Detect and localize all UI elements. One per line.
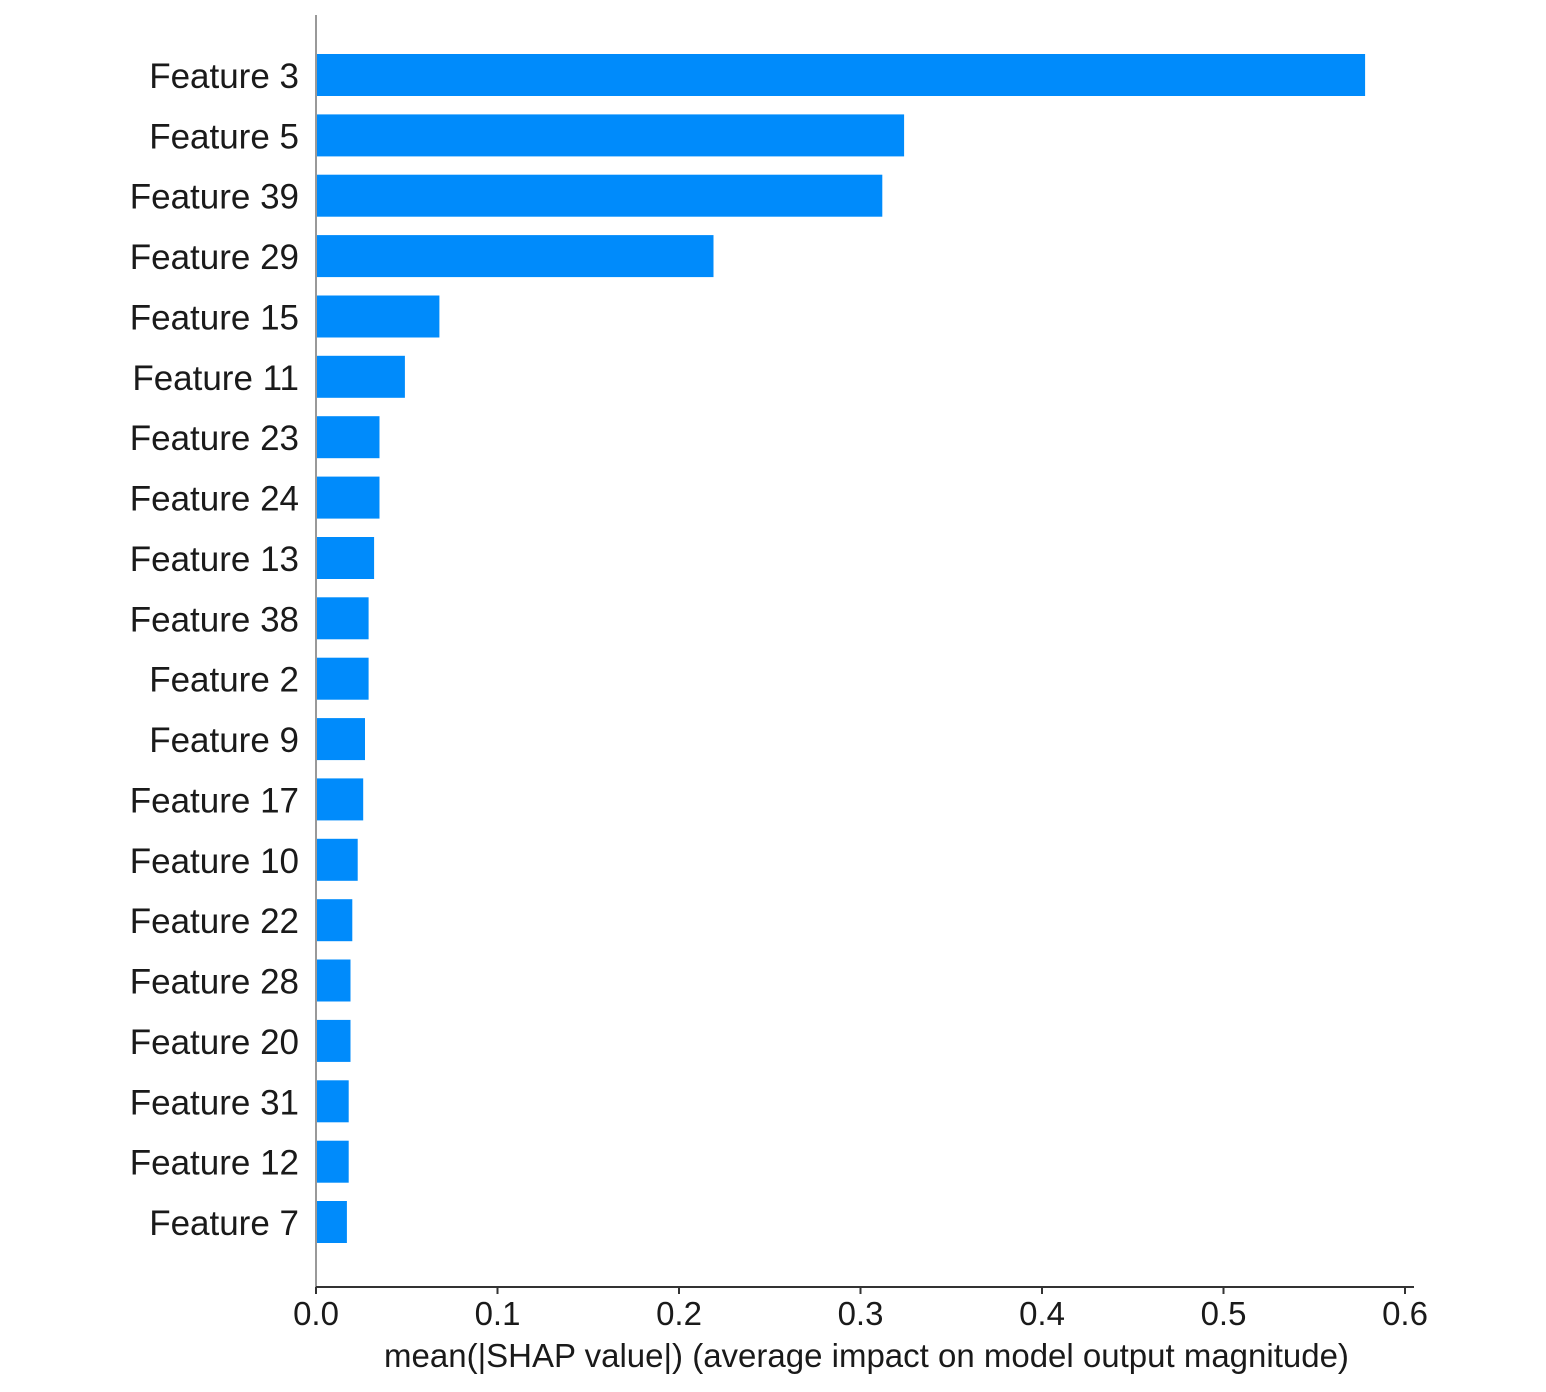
feature-label: Feature 5 [149, 117, 299, 156]
bar-feature-15 [316, 295, 440, 338]
bar-feature-11 [316, 355, 405, 398]
feature-labels: Feature 3 Feature 5 Feature 39 Feature 29 Fe… [130, 57, 299, 1243]
feature-label: Feature 29 [130, 238, 299, 277]
bar-feature-29 [316, 235, 714, 278]
bar-feature-31 [316, 1080, 349, 1123]
x-tick-label: 0.4 [1019, 1295, 1065, 1332]
x-ticks: 0.0 0.1 0.2 0.3 0.4 0.5 0.6 [293, 1287, 1428, 1332]
bar-feature-10 [316, 838, 358, 881]
x-tick-label: 0.0 [293, 1295, 339, 1332]
feature-label: Feature 31 [130, 1083, 299, 1122]
feature-label: Feature 28 [130, 963, 299, 1002]
feature-label: Feature 7 [149, 1204, 299, 1243]
x-tick-label: 0.5 [1201, 1295, 1247, 1332]
bar-feature-13 [316, 537, 375, 579]
bar-feature-20 [316, 1019, 351, 1062]
feature-label: Feature 20 [130, 1023, 299, 1062]
bar-feature-24 [316, 476, 380, 519]
bar-feature-12 [316, 1140, 349, 1183]
x-tick-label: 0.1 [475, 1295, 521, 1332]
bars-layer [316, 54, 1366, 1243]
bar-feature-9 [316, 718, 365, 761]
feature-label: Feature 23 [130, 419, 299, 458]
feature-label: Feature 11 [132, 359, 299, 398]
bar-feature-2 [316, 657, 369, 700]
bar-feature-17 [316, 778, 364, 821]
bar-feature-23 [316, 416, 380, 459]
x-tick-label: 0.2 [656, 1295, 702, 1332]
feature-label: Feature 39 [130, 178, 299, 217]
bar-feature-28 [316, 959, 351, 1002]
feature-label: Feature 17 [130, 781, 299, 820]
bar-feature-39 [316, 174, 883, 217]
feature-label: Feature 22 [130, 902, 299, 941]
x-tick-label: 0.6 [1382, 1295, 1428, 1332]
bar-feature-22 [316, 899, 353, 942]
x-tick-label: 0.3 [838, 1295, 884, 1332]
bar-feature-5 [316, 114, 905, 157]
bar-feature-38 [316, 597, 369, 640]
bar-feature-7 [316, 1201, 347, 1243]
feature-label: Feature 12 [130, 1144, 299, 1183]
feature-label: Feature 9 [149, 721, 299, 760]
feature-label: Feature 2 [149, 661, 299, 700]
x-axis-label: mean(|SHAP value|) (average impact on mo… [384, 1337, 1349, 1374]
feature-label: Feature 13 [130, 540, 299, 579]
feature-label: Feature 3 [149, 57, 299, 96]
feature-label: Feature 38 [130, 600, 299, 639]
feature-label: Feature 10 [130, 842, 299, 881]
bar-feature-3 [316, 54, 1366, 96]
feature-label: Feature 15 [130, 299, 299, 338]
feature-label: Feature 24 [130, 480, 299, 519]
